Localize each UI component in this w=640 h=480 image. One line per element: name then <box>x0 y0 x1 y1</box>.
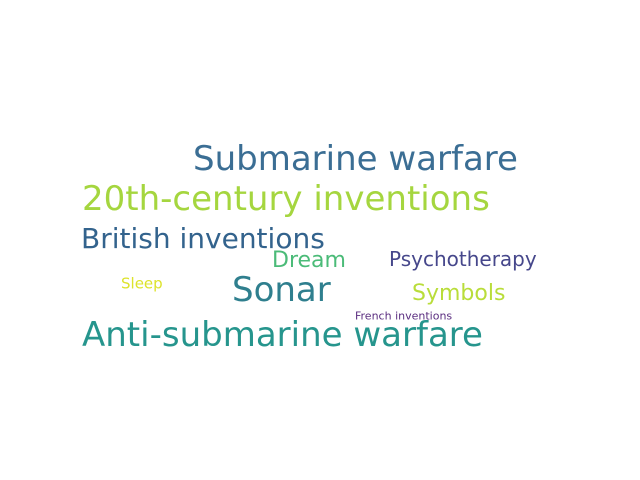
word-dream: Dream <box>272 248 346 273</box>
word-anti-submarine-warfare: Anti-submarine warfare <box>82 315 483 355</box>
word-symbols: Symbols <box>412 281 506 306</box>
word-20th-century-inventions: 20th-century inventions <box>82 179 490 219</box>
word-sleep: Sleep <box>121 274 163 293</box>
word-british-inventions: British inventions <box>81 222 325 255</box>
word-sonar: Sonar <box>232 270 331 310</box>
word-submarine-warfare: Submarine warfare <box>193 139 518 179</box>
word-psychotherapy: Psychotherapy <box>389 247 537 271</box>
word-french-inventions: French inventions <box>355 309 453 323</box>
